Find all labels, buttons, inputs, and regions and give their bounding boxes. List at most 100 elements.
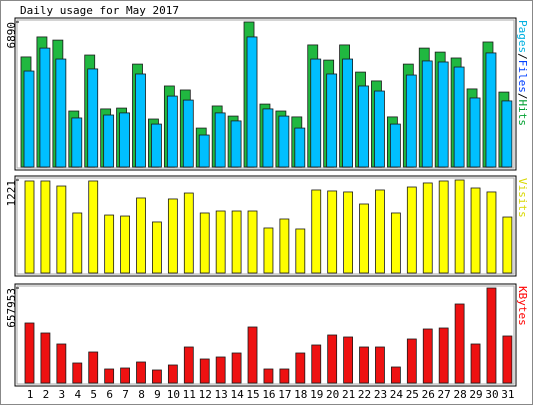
x-tick-label: 14 (230, 388, 244, 401)
x-tick-label: 25 (406, 388, 419, 401)
legend-entry: Files (516, 60, 529, 93)
bar (358, 85, 369, 168)
legend-entry: KBytes (516, 286, 529, 326)
x-tick-label: 10 (167, 388, 180, 401)
legend-entry: Hits (516, 100, 529, 127)
x-tick-label: 24 (390, 388, 404, 401)
bar (295, 228, 306, 274)
legend: Pages/Files/Hits (516, 20, 529, 126)
x-tick-label: 30 (485, 388, 498, 401)
legend: KBytes (516, 286, 529, 326)
bar (327, 190, 338, 274)
bar (502, 335, 513, 384)
bar (151, 123, 162, 168)
bar (247, 326, 258, 384)
bar (183, 192, 194, 274)
x-tick-label: 17 (278, 388, 291, 401)
bar (152, 221, 162, 274)
bar (389, 123, 401, 168)
bar (119, 112, 130, 168)
x-tick-label: 2 (43, 388, 50, 401)
bar (246, 36, 258, 168)
x-tick-label: 15 (246, 388, 259, 401)
bar (454, 179, 465, 274)
bar (56, 185, 67, 274)
bar (23, 70, 35, 168)
bar (279, 218, 290, 274)
bar (72, 362, 83, 384)
x-tick-label: 27 (438, 388, 451, 401)
bar (375, 189, 385, 274)
bar (421, 60, 433, 168)
x-tick-label: 9 (154, 388, 161, 401)
bar (182, 99, 194, 168)
bar (326, 73, 338, 168)
bar (343, 336, 354, 384)
bar (199, 358, 210, 384)
bar (72, 212, 83, 274)
x-tick-label: 4 (74, 388, 81, 401)
bar (405, 74, 417, 168)
bar (40, 332, 51, 384)
bar (136, 361, 146, 384)
legend-entry: / (516, 93, 529, 100)
bar (469, 97, 481, 168)
bar (103, 114, 115, 168)
bar (215, 210, 226, 274)
bar (470, 187, 481, 274)
bar (390, 366, 401, 384)
bar (375, 346, 385, 384)
bar (422, 328, 433, 384)
bar (486, 191, 497, 274)
bar (342, 58, 354, 168)
x-tick-label: 26 (422, 388, 435, 401)
bar (56, 343, 67, 384)
x-tick-label: 8 (138, 388, 145, 401)
x-tick-label: 31 (501, 388, 514, 401)
bar (167, 364, 178, 384)
bar (167, 198, 178, 274)
bar (343, 191, 354, 274)
x-tick-label: 5 (90, 388, 97, 401)
bar (71, 117, 83, 168)
bar (327, 334, 338, 384)
bar (214, 112, 226, 168)
bar (39, 47, 51, 168)
bar (215, 356, 226, 384)
bar (247, 210, 258, 274)
bar (263, 227, 274, 274)
y-tick-label: 657953 (5, 288, 18, 328)
x-tick-label: 28 (453, 388, 466, 401)
bar (470, 343, 481, 384)
bar (24, 180, 35, 274)
x-tick-label: 3 (59, 388, 66, 401)
bar (183, 346, 194, 384)
bar (104, 214, 115, 274)
bar (390, 212, 401, 274)
legend-entry: Pages (516, 20, 529, 53)
x-tick-label: 12 (199, 388, 212, 401)
bar (104, 368, 115, 384)
x-tick-label: 11 (183, 388, 196, 401)
bar (230, 120, 242, 168)
x-tick-label: 21 (342, 388, 355, 401)
bar (437, 61, 449, 168)
bar (120, 367, 130, 384)
bar (40, 180, 51, 274)
bar (295, 352, 306, 384)
bar (438, 180, 449, 274)
y-tick-label: 1221 (5, 180, 18, 207)
bar (199, 212, 210, 274)
bar (501, 100, 513, 168)
x-tick-label: 13 (215, 388, 228, 401)
x-tick-label: 6 (106, 388, 113, 401)
bar (136, 197, 146, 274)
x-tick-label: 20 (326, 388, 339, 401)
bar (310, 58, 322, 168)
bar (152, 369, 162, 384)
legend-entry: / (516, 53, 529, 60)
x-tick-label: 29 (469, 388, 482, 401)
x-tick-label: 7 (122, 388, 129, 401)
bar (311, 344, 322, 384)
